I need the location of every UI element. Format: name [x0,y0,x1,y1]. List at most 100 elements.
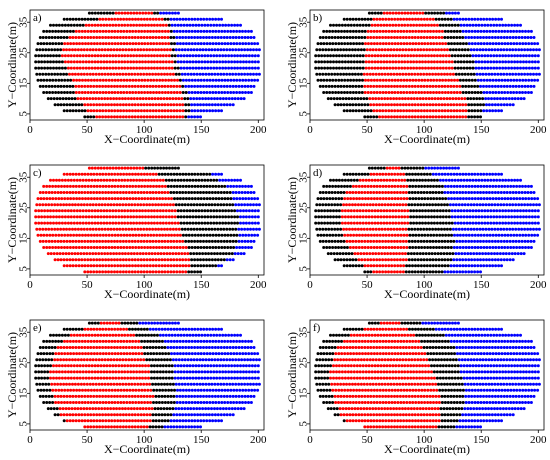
data-point [80,184,84,188]
data-point [370,23,374,27]
data-point [47,84,51,88]
data-point [370,166,374,170]
data-point [371,203,375,207]
data-point [228,203,232,207]
data-point [411,78,415,82]
data-point [453,78,456,82]
data-point [148,84,152,88]
data-point [44,227,48,231]
data-point [519,209,522,213]
data-point [507,209,511,213]
data-point [199,258,202,262]
data-point [108,166,112,170]
data-point [431,109,435,113]
data-point [469,97,473,101]
data-point [157,36,161,39]
data-point [192,227,196,231]
data-point [355,60,359,64]
data-point [479,233,483,237]
data-point [231,103,235,107]
data-point [84,54,88,58]
data-point [388,11,392,15]
data-point [97,72,101,76]
data-point [405,91,409,94]
data-point [107,103,110,107]
data-point [170,215,174,219]
data-point [159,97,163,101]
data-point [354,84,358,88]
data-point [86,172,90,176]
data-point [214,17,218,21]
data-point [526,48,530,52]
data-point [485,84,488,88]
data-point [68,246,72,249]
data-point [42,42,46,46]
data-point [390,233,394,237]
data-point [498,178,502,182]
data-point [225,258,229,262]
data-point [60,60,64,64]
data-point [457,203,461,207]
y-tick-label: 15 [298,77,310,89]
data-point [98,103,102,107]
data-point [476,233,480,237]
data-point [62,419,66,423]
data-point [323,209,327,213]
data-point [102,66,106,70]
data-point [378,115,382,119]
data-point [217,42,221,46]
data-point [409,215,413,219]
data-point [185,60,189,64]
data-point [379,23,383,27]
data-point [125,109,129,113]
data-point [177,48,181,52]
data-point [378,78,382,82]
data-point [193,239,197,243]
data-point [215,221,219,225]
data-point [387,239,390,243]
data-point [381,270,385,274]
data-point [152,91,155,94]
data-point [408,233,412,237]
data-point [448,203,452,207]
data-point [210,72,214,76]
panel-c: 0 50 100 150 2005152535X−Coordinate(m)Y−Coor… [5,164,267,301]
data-point [422,258,426,262]
data-point [155,246,158,249]
x-tick-label: 100 [136,124,153,136]
data-point [511,72,515,76]
data-point [435,178,439,182]
data-point [398,72,402,76]
data-point [330,36,334,39]
data-point [161,178,165,182]
data-point [65,109,69,113]
data-point [175,103,179,107]
data-point [367,209,371,213]
data-point [117,23,121,27]
data-point [445,203,449,207]
data-point [415,221,419,225]
data-point [249,36,253,39]
data-point [69,60,73,64]
data-point [513,215,517,219]
data-point [366,103,370,107]
data-point [250,42,254,46]
data-point [198,227,202,231]
data-point [78,78,81,82]
data-point [360,258,364,262]
data-point [494,264,498,268]
data-point [153,97,157,101]
data-point [196,246,200,249]
data-point [129,66,133,70]
scan-row [83,425,202,429]
data-point [499,258,503,262]
data-point [462,178,466,182]
data-point [161,66,165,70]
data-point [449,246,453,249]
data-point [367,23,371,27]
data-point [234,36,238,39]
data-point [128,78,132,82]
data-point [92,233,96,237]
data-point [101,29,105,33]
data-point [129,11,133,15]
